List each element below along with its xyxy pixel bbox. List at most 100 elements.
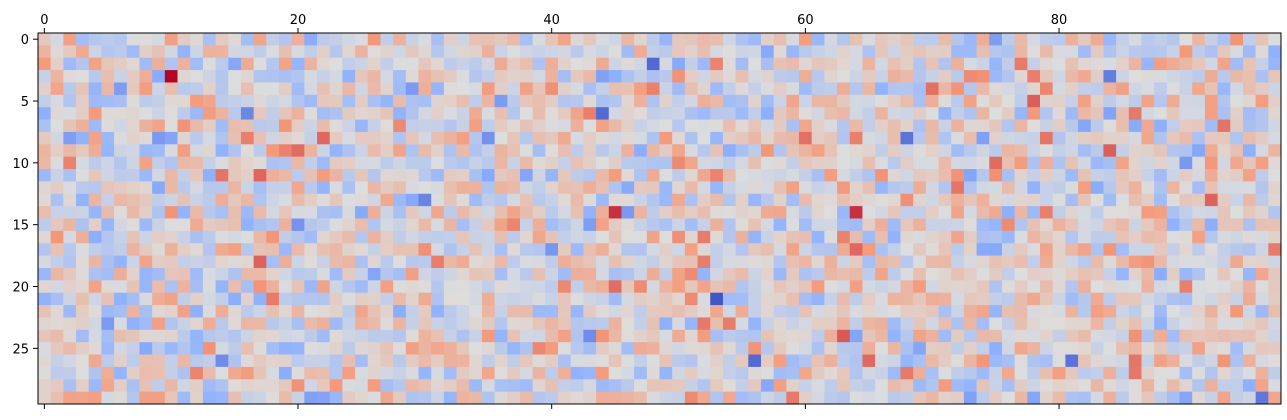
heatmap-cell xyxy=(405,292,419,306)
heatmap-cell xyxy=(558,33,572,46)
heatmap-cell xyxy=(405,107,419,120)
heatmap-cell xyxy=(773,243,787,256)
heatmap-cell xyxy=(164,94,178,108)
heatmap-cell xyxy=(596,33,610,46)
heatmap-cell xyxy=(710,119,724,133)
heatmap-cell xyxy=(1040,280,1054,294)
heatmap-cell xyxy=(545,230,559,244)
heatmap-cell xyxy=(710,57,724,71)
heatmap-cell xyxy=(1141,292,1155,306)
heatmap-cell xyxy=(976,193,990,207)
heatmap-cell xyxy=(1242,280,1257,294)
heatmap-cell xyxy=(240,206,255,219)
heatmap-cell xyxy=(266,366,280,380)
heatmap-cell xyxy=(621,230,635,244)
heatmap-cell xyxy=(380,131,394,145)
heatmap-cell xyxy=(532,119,546,133)
heatmap-cell xyxy=(684,57,698,71)
heatmap-cell xyxy=(507,94,521,108)
heatmap-cell xyxy=(1040,206,1054,219)
heatmap-cell xyxy=(1103,218,1117,232)
heatmap-cell xyxy=(583,329,597,343)
heatmap-cell xyxy=(1001,144,1016,158)
heatmap-cell xyxy=(304,169,318,182)
heatmap-cell xyxy=(710,169,724,182)
heatmap-cell xyxy=(253,45,267,59)
heatmap-cell xyxy=(469,230,483,244)
heatmap-cell xyxy=(1040,391,1054,405)
heatmap-cell xyxy=(596,107,610,120)
heatmap-cell xyxy=(989,280,1003,294)
heatmap-cell xyxy=(862,45,876,59)
heatmap-cell xyxy=(583,82,597,96)
heatmap-cell xyxy=(38,280,52,294)
heatmap-cell xyxy=(152,144,166,158)
heatmap-cell xyxy=(1116,342,1130,355)
heatmap-cell xyxy=(342,342,356,355)
heatmap-cell xyxy=(1192,206,1206,219)
heatmap-cell xyxy=(228,45,242,59)
heatmap-cell xyxy=(875,131,889,145)
heatmap-cell xyxy=(266,94,280,108)
heatmap-cell xyxy=(278,280,293,294)
heatmap-cell xyxy=(710,181,724,195)
heatmap-cell xyxy=(152,267,166,281)
heatmap-cell xyxy=(1141,33,1155,46)
heatmap-cell xyxy=(1230,354,1244,368)
heatmap-cell xyxy=(963,292,977,306)
heatmap-cell xyxy=(938,107,952,120)
heatmap-cell xyxy=(951,354,965,368)
heatmap-cell xyxy=(634,255,648,269)
heatmap-cell xyxy=(50,267,64,281)
heatmap-cell xyxy=(38,33,52,46)
heatmap-cell xyxy=(646,181,660,195)
heatmap-cell xyxy=(304,255,318,269)
heatmap-cell xyxy=(1242,82,1257,96)
heatmap-cell xyxy=(722,255,736,269)
heatmap-cell xyxy=(164,342,178,355)
heatmap-cell xyxy=(367,144,381,158)
heatmap-cell xyxy=(824,119,838,133)
heatmap-cell xyxy=(494,193,508,207)
heatmap-cell xyxy=(1166,218,1180,232)
heatmap-cell xyxy=(1001,131,1016,145)
heatmap-cell xyxy=(177,193,191,207)
heatmap-cell xyxy=(1179,107,1193,120)
heatmap-cell xyxy=(722,366,736,380)
heatmap-cell xyxy=(1001,292,1016,306)
heatmap-cell xyxy=(1230,329,1244,343)
heatmap-cell xyxy=(976,379,990,393)
heatmap-cell xyxy=(431,82,445,96)
heatmap-cell xyxy=(88,218,102,232)
heatmap-cell xyxy=(773,317,787,331)
heatmap-cell xyxy=(608,329,622,343)
heatmap-cell xyxy=(722,33,736,46)
heatmap-cell xyxy=(570,292,584,306)
heatmap-cell xyxy=(1230,243,1244,256)
heatmap-cell xyxy=(608,119,622,133)
heatmap-cell xyxy=(1065,230,1079,244)
heatmap-cell xyxy=(558,280,572,294)
heatmap-cell xyxy=(380,169,394,182)
heatmap-cell xyxy=(317,366,331,380)
heatmap-cell xyxy=(418,94,432,108)
heatmap-cell xyxy=(317,218,331,232)
heatmap-cell xyxy=(862,267,876,281)
heatmap-cell xyxy=(722,280,736,294)
heatmap-cell xyxy=(532,70,546,83)
heatmap-cell xyxy=(1001,280,1016,294)
heatmap-cell xyxy=(38,57,52,71)
heatmap-cell xyxy=(545,329,559,343)
heatmap-cell xyxy=(304,70,318,83)
heatmap-cell xyxy=(1103,366,1117,380)
heatmap-cell xyxy=(418,169,432,182)
heatmap-cell xyxy=(735,391,749,405)
heatmap-cell xyxy=(1128,169,1142,182)
heatmap-cell xyxy=(811,33,825,46)
heatmap-cell xyxy=(164,329,178,343)
heatmap-cell xyxy=(202,354,216,368)
heatmap-cell xyxy=(811,329,825,343)
heatmap-cell xyxy=(963,280,977,294)
heatmap-cell xyxy=(418,206,432,219)
heatmap-cell xyxy=(76,243,90,256)
